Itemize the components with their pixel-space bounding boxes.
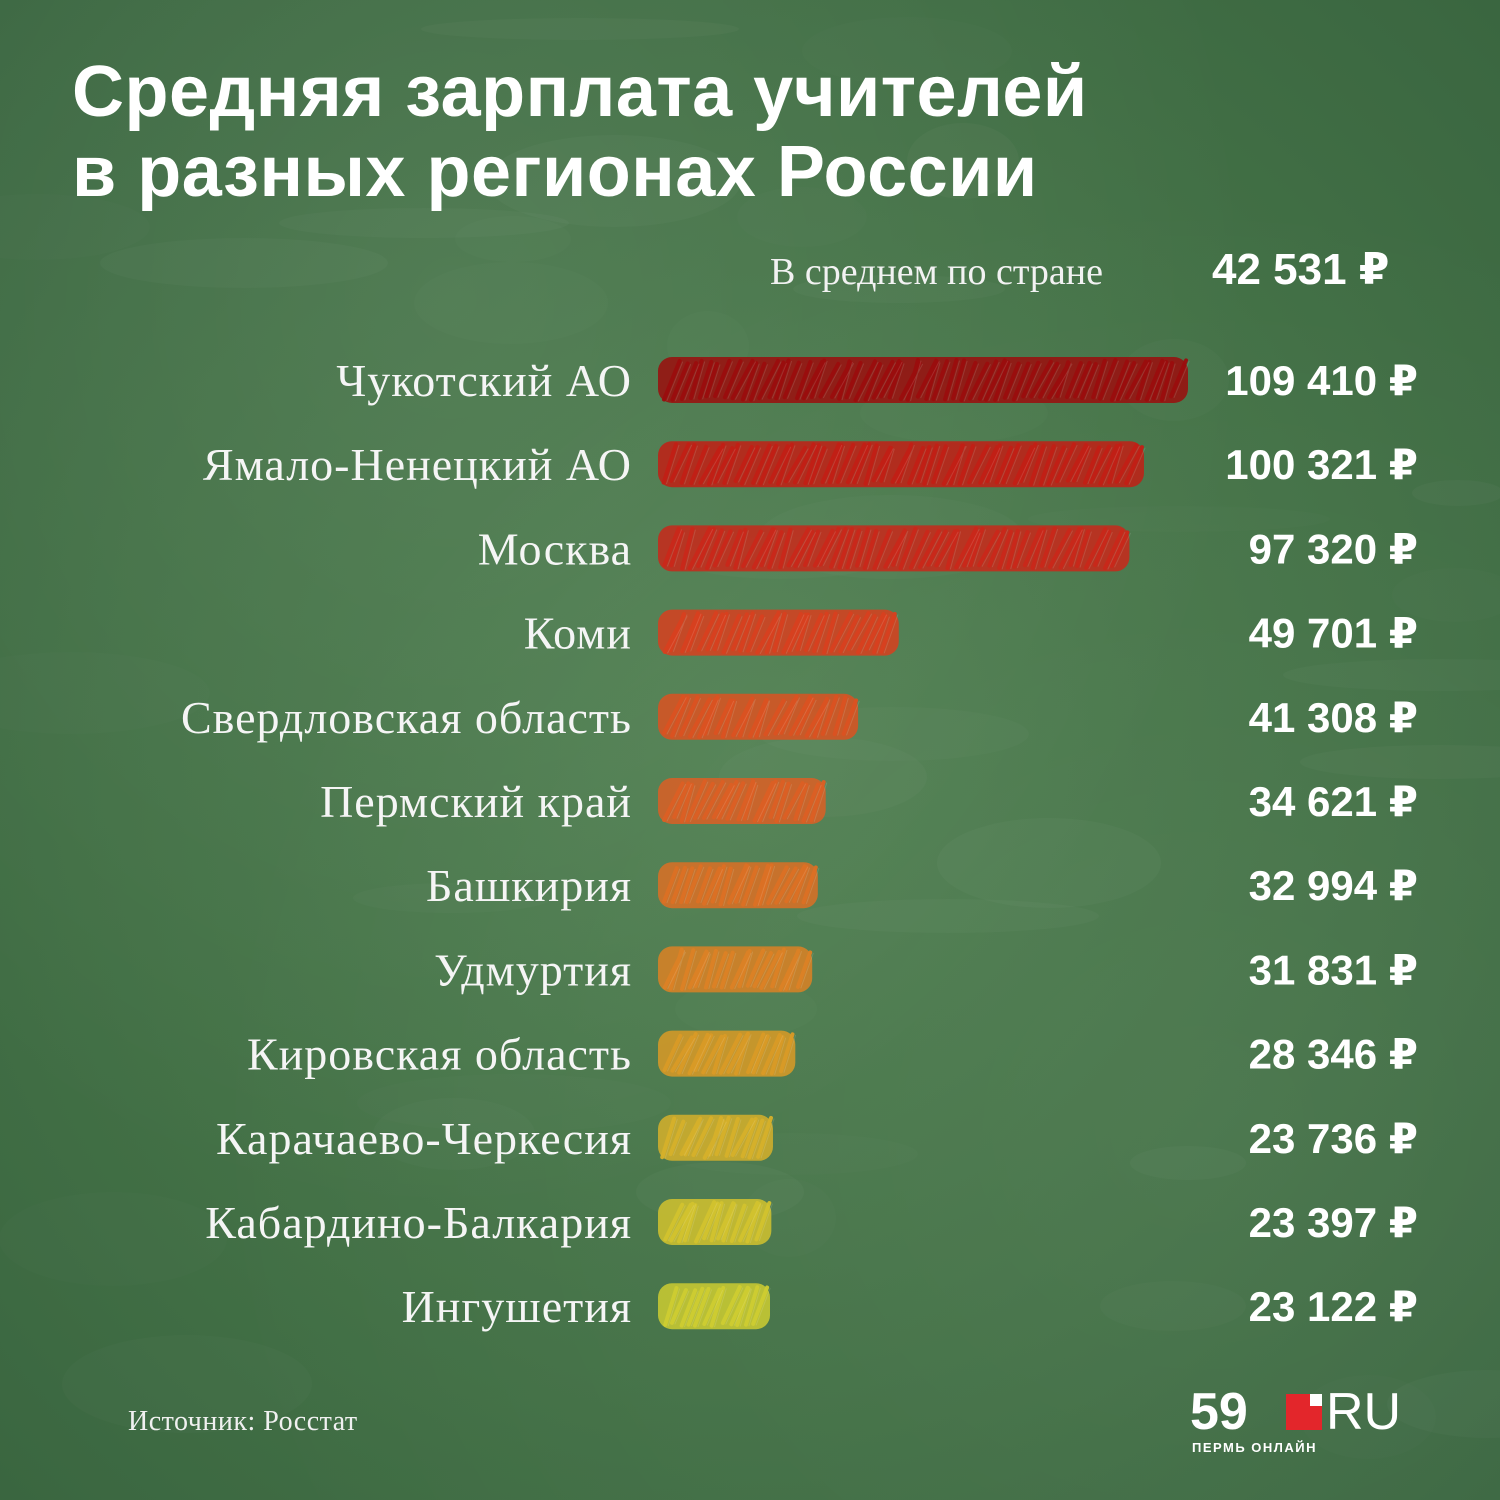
value-label: 23 122 ₽ bbox=[1249, 1283, 1418, 1330]
bar bbox=[658, 609, 899, 656]
category-label: Карачаево-Черкесия bbox=[216, 1113, 632, 1164]
national-average-value: 42 531 ₽ bbox=[1212, 245, 1390, 294]
bar bbox=[658, 862, 820, 909]
bar bbox=[658, 946, 814, 993]
category-label: Кировская область bbox=[247, 1029, 632, 1080]
value-label: 109 410 ₽ bbox=[1225, 357, 1418, 404]
value-label: 41 308 ₽ bbox=[1249, 694, 1418, 741]
source-note: Источник: Росстат bbox=[128, 1406, 358, 1437]
logo-square-icon bbox=[1286, 1394, 1322, 1430]
national-average-label: В среднем по стране bbox=[770, 251, 1104, 293]
category-label: Кабардино-Балкария bbox=[205, 1197, 632, 1248]
bar bbox=[658, 441, 1146, 488]
category-label: Ингушетия bbox=[402, 1281, 632, 1332]
value-label: 32 994 ₽ bbox=[1249, 862, 1418, 909]
bar bbox=[658, 1283, 771, 1330]
value-label: 23 397 ₽ bbox=[1249, 1199, 1418, 1246]
bar bbox=[658, 1199, 773, 1245]
logo-subtitle: ПЕРМЬ ОНЛАЙН bbox=[1192, 1440, 1318, 1455]
category-label: Удмуртия bbox=[434, 944, 632, 995]
value-label: 31 831 ₽ bbox=[1249, 946, 1418, 993]
bar bbox=[658, 693, 860, 740]
category-label: Ямало-Ненецкий АО bbox=[203, 439, 632, 490]
bar bbox=[658, 1114, 775, 1161]
value-label: 100 321 ₽ bbox=[1225, 441, 1418, 488]
logo-number: 59 bbox=[1190, 1383, 1248, 1441]
logo-suffix: RU bbox=[1326, 1383, 1402, 1441]
category-label: Башкирия bbox=[426, 860, 632, 911]
bar bbox=[658, 778, 828, 824]
chart-title: Средняя зарплата учителей в разных регио… bbox=[72, 52, 1372, 212]
value-label: 23 736 ₽ bbox=[1249, 1115, 1418, 1162]
category-label: Коми bbox=[524, 608, 632, 659]
value-label: 28 346 ₽ bbox=[1249, 1031, 1418, 1078]
category-label: Свердловская область bbox=[181, 692, 632, 743]
bar bbox=[658, 525, 1131, 572]
title-line-2: в разных регионах России bbox=[72, 132, 1038, 212]
value-label: 97 320 ₽ bbox=[1249, 525, 1418, 572]
brand-logo[interactable]: 59 RU ПЕРМЬ ОНЛАЙН bbox=[1190, 1386, 1430, 1458]
category-label: Пермский край bbox=[320, 776, 632, 827]
bar bbox=[658, 1030, 796, 1077]
value-label: 49 701 ₽ bbox=[1249, 610, 1418, 657]
value-label: 34 621 ₽ bbox=[1249, 778, 1418, 825]
bar bbox=[658, 357, 1190, 403]
title-line-1: Средняя зарплата учителей bbox=[72, 52, 1088, 132]
category-label: Москва bbox=[478, 523, 632, 574]
category-label: Чукотский АО bbox=[336, 355, 632, 406]
